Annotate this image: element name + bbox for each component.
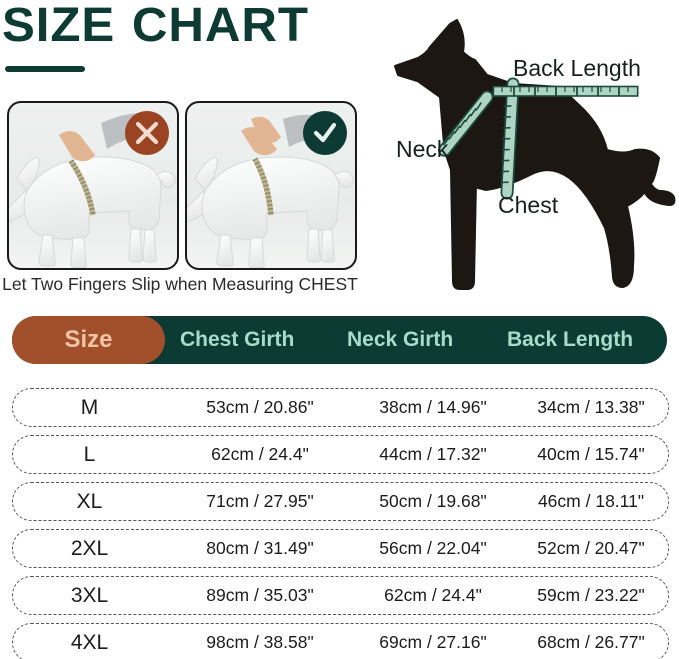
- svg-text:Chest: Chest: [498, 192, 559, 218]
- svg-text:Back Length: Back Length: [513, 55, 641, 81]
- svg-text:Neck: Neck: [396, 136, 449, 162]
